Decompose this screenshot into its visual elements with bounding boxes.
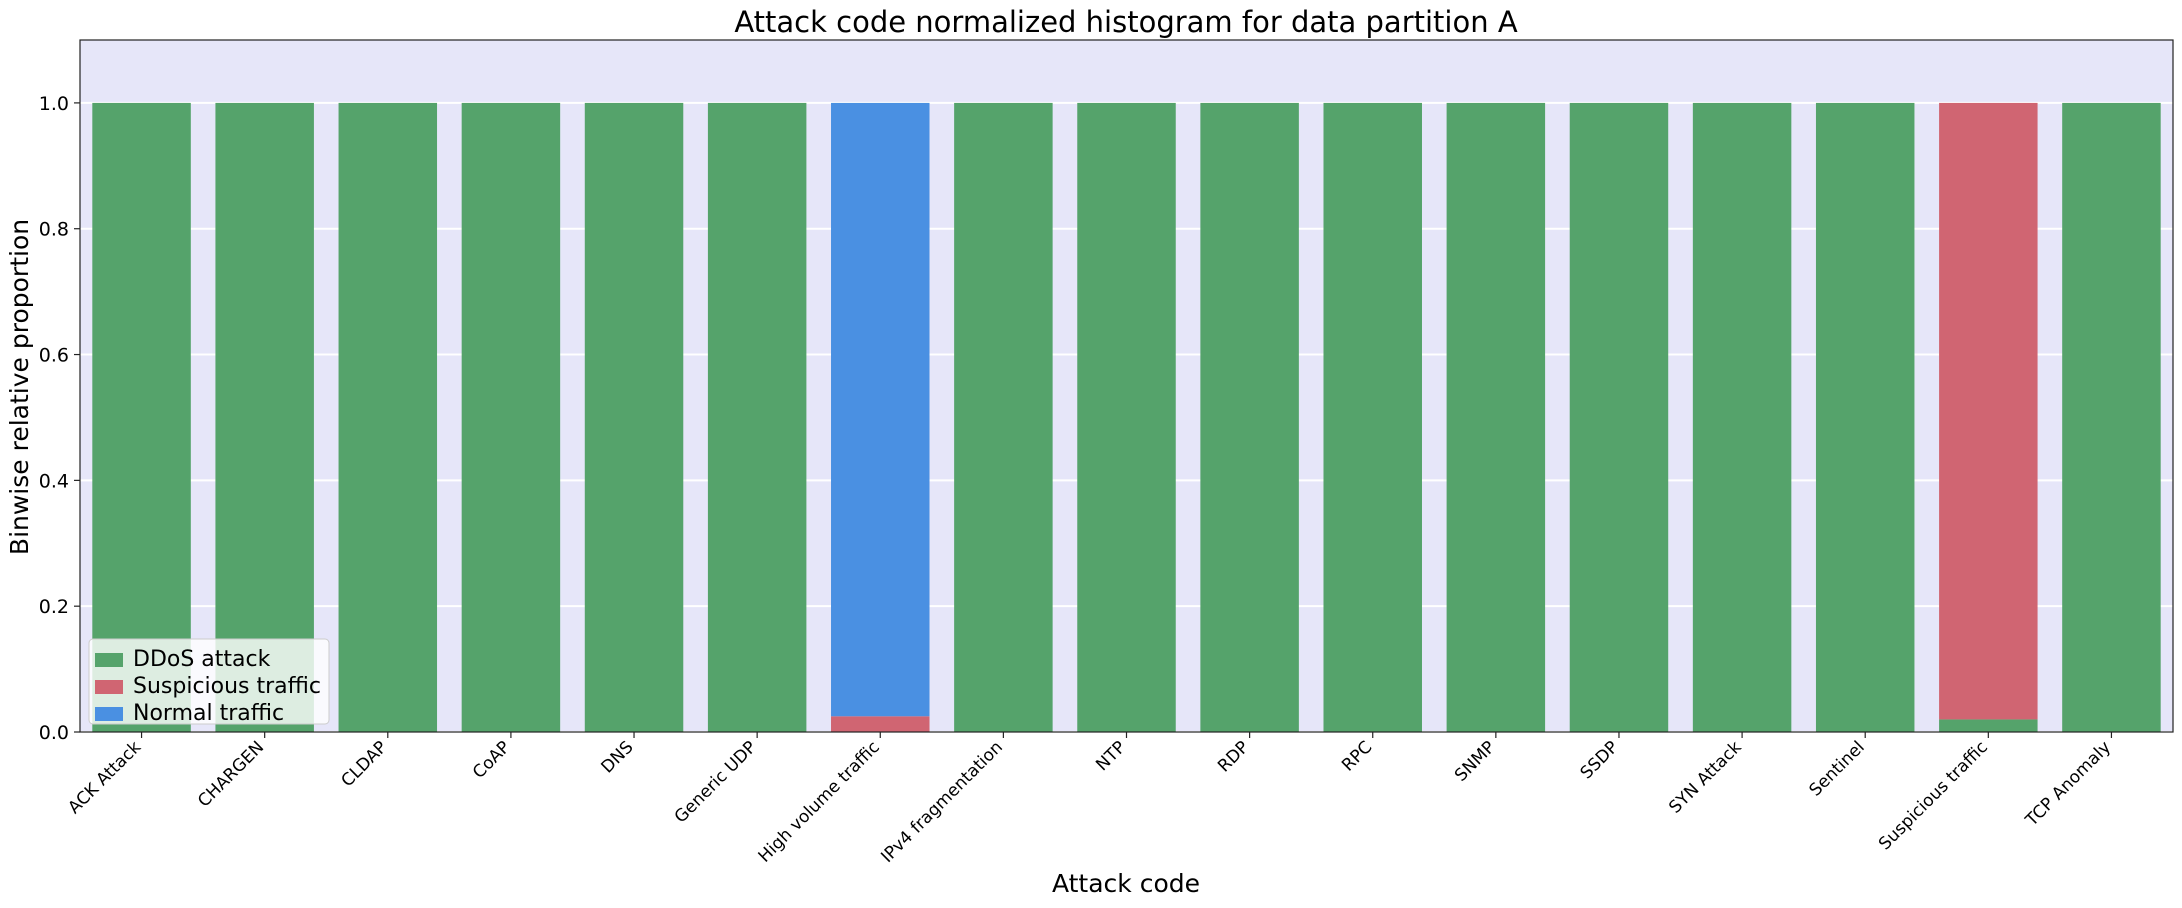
bar-ddos-attack: [1939, 719, 2038, 732]
bar-ddos-attack: [1569, 102, 1669, 733]
x-tick-label: Generic UDP: [671, 737, 761, 827]
x-tick-label: SSDP: [1577, 737, 1623, 783]
x-tick-label: CLDAP: [338, 737, 392, 791]
bar-ddos-attack: [1323, 102, 1422, 733]
bar-ddos-attack: [338, 102, 438, 733]
legend-label: Suspicious traffic: [133, 674, 321, 699]
bar-normal-traffic: [831, 102, 930, 717]
x-tick-label: CoAP: [469, 737, 514, 782]
bar-ddos-attack: [461, 102, 561, 733]
y-tick-label: 0.0: [39, 722, 69, 744]
x-tick-label: IPv4 fragmentation: [877, 737, 1007, 867]
x-tick-label: RDP: [1214, 737, 1253, 776]
x-tick-label: Sentinel: [1806, 737, 1869, 800]
y-tick-label: 0.8: [39, 219, 69, 241]
bar-ddos-attack: [1077, 102, 1176, 733]
bar-suspicious-traffic: [831, 716, 930, 732]
bar-ddos-attack: [1446, 102, 1546, 733]
bar-ddos-attack: [1692, 102, 1792, 733]
bar-suspicious-traffic: [1939, 102, 2038, 720]
bar-ddos-attack: [707, 102, 807, 733]
y-axis-title: Binwise relative proportion: [5, 219, 34, 555]
bar-ddos-attack: [92, 102, 191, 733]
x-axis-title: Attack code: [1052, 869, 1200, 898]
legend-swatch: [95, 680, 123, 694]
bar-ddos-attack: [1815, 102, 1915, 733]
bar-ddos-attack: [584, 102, 684, 733]
bar-ddos-attack: [2062, 102, 2161, 733]
x-tick-label: Suspicious traffic: [1875, 737, 1992, 854]
x-tick-label: SNMP: [1451, 737, 1499, 785]
y-tick-label: 0.4: [39, 470, 69, 492]
x-tick-label: TCP Anomaly: [2021, 737, 2115, 831]
plot-area: 0.0 0.2 0.4 0.6 0.8 1.0 ACK Attack CHARGEN CLDAP…: [39, 39, 2174, 867]
x-tick-label: NTP: [1092, 737, 1130, 775]
legend-label: Normal traffic: [133, 701, 284, 726]
x-tick-label: RPC: [1338, 737, 1376, 775]
bar-ddos-attack: [954, 102, 1053, 733]
legend-box: [88, 638, 330, 725]
legend-swatch: [95, 653, 123, 667]
y-tick-label: 0.2: [39, 596, 69, 618]
x-tick-label: High volume traffic: [755, 737, 884, 866]
legend-swatch: [95, 707, 123, 721]
chart-title: Attack code normalized histogram for dat…: [734, 5, 1517, 39]
x-tick-label: SYN Attack: [1665, 737, 1745, 817]
x-tick-label: DNS: [598, 737, 638, 777]
bar-ddos-attack: [215, 102, 314, 733]
x-tick-label: CHARGEN: [194, 737, 268, 811]
x-tick-label: ACK Attack: [64, 737, 145, 818]
legend-label: DDoS attack: [133, 647, 271, 672]
y-tick-label: 1.0: [39, 93, 69, 115]
bar-ddos-attack: [1200, 102, 1299, 733]
y-tick-label: 0.6: [39, 345, 69, 367]
